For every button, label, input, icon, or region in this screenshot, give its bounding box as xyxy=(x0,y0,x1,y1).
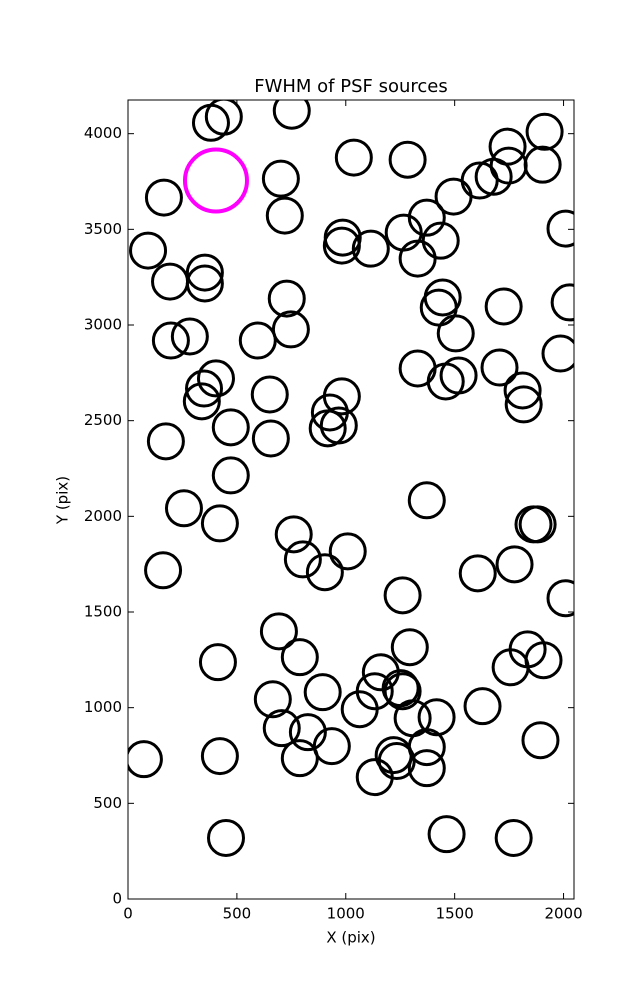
psf-source xyxy=(417,698,456,737)
x-tick-label: 500 xyxy=(223,905,252,923)
psf-source xyxy=(185,264,224,303)
psf-source xyxy=(423,278,462,317)
plot-area xyxy=(128,100,574,857)
chart-title: FWHM of PSF sources xyxy=(254,76,448,97)
psf-source xyxy=(495,545,534,584)
psf-source xyxy=(283,540,322,579)
psf-source xyxy=(503,371,542,410)
plot-frame xyxy=(127,99,575,900)
psf-source xyxy=(265,196,304,235)
psf-source xyxy=(182,382,221,421)
psf-source xyxy=(238,321,277,360)
y-tick-label: 0 xyxy=(112,890,122,908)
psf-source xyxy=(185,253,224,292)
y-tick-label: 1500 xyxy=(84,603,122,621)
x-tick-label: 2000 xyxy=(544,905,582,923)
psf-source xyxy=(546,209,574,248)
psf-source xyxy=(383,576,422,615)
psf-source xyxy=(427,815,466,854)
y-tick-label: 1000 xyxy=(84,698,122,716)
x-tick-label: 1000 xyxy=(327,905,365,923)
x-axis-label: X (pix) xyxy=(326,929,375,947)
psf-source xyxy=(211,456,250,495)
psf-source xyxy=(185,369,224,408)
psf-source xyxy=(463,687,502,726)
psf-source xyxy=(129,231,168,270)
psf-source xyxy=(523,145,562,184)
psf-source xyxy=(407,481,446,520)
psf-source xyxy=(146,422,185,461)
y-tick-label: 500 xyxy=(93,794,122,812)
x-tick-label: 0 xyxy=(123,905,133,923)
psf-source xyxy=(310,393,349,432)
psf-source xyxy=(305,553,344,592)
psf-source xyxy=(211,408,250,447)
psf-source xyxy=(319,406,358,445)
psf-source xyxy=(198,643,237,682)
psf-source xyxy=(384,213,423,252)
psf-source xyxy=(504,385,543,424)
psf-source xyxy=(541,334,574,373)
y-tick-label: 4000 xyxy=(84,124,122,142)
x-tick-label: 1500 xyxy=(436,905,474,923)
psf-source xyxy=(151,321,190,360)
psf-source xyxy=(407,728,446,767)
psf-source xyxy=(164,489,203,528)
psf-source xyxy=(170,317,209,356)
psf-source xyxy=(271,310,310,349)
psf-source xyxy=(272,100,311,130)
psf-source xyxy=(303,673,342,712)
psf-source xyxy=(196,359,235,398)
psf-source xyxy=(251,419,290,458)
psf-source xyxy=(550,283,574,322)
psf-source xyxy=(200,737,239,776)
y-axis-label: Y (pix) xyxy=(54,476,72,525)
highlight-source xyxy=(182,147,249,214)
psf-source xyxy=(488,127,527,166)
psf-source xyxy=(334,138,373,177)
psf-source xyxy=(484,287,523,326)
psf-source xyxy=(439,356,478,395)
y-tick-label: 3500 xyxy=(84,220,122,238)
psf-source xyxy=(421,221,460,260)
y-tick-label: 2000 xyxy=(84,507,122,525)
psf-source xyxy=(383,672,422,711)
psf-source xyxy=(144,551,183,590)
psf-source xyxy=(206,818,245,857)
psf-source xyxy=(521,721,560,760)
psf-source xyxy=(524,641,563,680)
psf-source xyxy=(458,554,497,593)
psf-source xyxy=(388,140,427,179)
psf-source xyxy=(261,159,300,198)
psf-source xyxy=(480,348,519,387)
psf-source xyxy=(525,112,564,151)
psf-source xyxy=(253,680,292,719)
psf-source xyxy=(328,532,367,571)
psf-source xyxy=(407,198,446,237)
psf-source xyxy=(288,713,327,752)
psf-source xyxy=(355,672,394,711)
psf-source xyxy=(390,628,429,667)
psf-source xyxy=(274,515,313,554)
psf-source xyxy=(351,229,390,268)
psf-source xyxy=(250,375,289,414)
psf-source xyxy=(518,505,557,544)
psf-source xyxy=(200,504,239,543)
y-tick-label: 3000 xyxy=(84,316,122,334)
psf-source xyxy=(259,612,298,651)
y-tick-label: 2500 xyxy=(84,411,122,429)
psf-source xyxy=(322,226,361,265)
psf-source xyxy=(267,279,306,318)
psf-source xyxy=(204,100,243,136)
psf-source xyxy=(312,727,351,766)
psf-source xyxy=(280,638,319,677)
psf-source xyxy=(144,178,183,217)
psf-source xyxy=(494,818,533,857)
psf-source xyxy=(407,749,446,788)
psf-source xyxy=(128,740,163,779)
psf-source xyxy=(262,709,301,748)
psf-source xyxy=(546,579,574,618)
